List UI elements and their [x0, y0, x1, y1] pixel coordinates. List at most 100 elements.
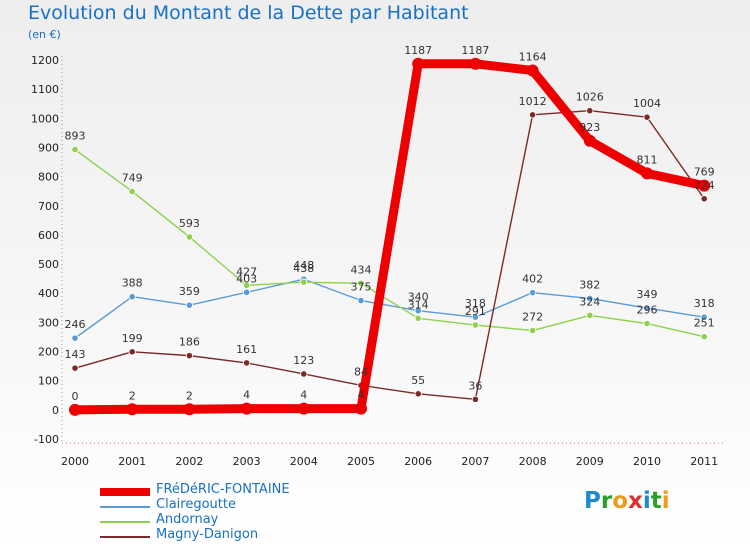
y-tick-label: 1100 [31, 83, 59, 96]
data-label: 251 [694, 317, 715, 330]
x-tick-label: 2009 [576, 455, 604, 468]
data-point [240, 402, 253, 415]
legend-label: FRéDéRIC-FONTAINE [156, 482, 290, 497]
data-label: 84 [354, 365, 368, 378]
y-tick-label: 1200 [31, 54, 59, 67]
data-point [297, 402, 310, 415]
chart-title: Evolution du Montant de la Dette par Hab… [28, 2, 469, 24]
legend-swatch [100, 536, 150, 538]
data-label: 143 [65, 348, 86, 361]
data-point [700, 333, 708, 341]
data-label: 1164 [519, 50, 547, 63]
data-label: 4 [358, 389, 365, 402]
series-line [74, 278, 705, 339]
data-label: 318 [465, 297, 486, 310]
data-label: 769 [694, 166, 715, 179]
data-label: 448 [293, 259, 314, 272]
data-label: 246 [65, 318, 86, 331]
x-tick-label: 2005 [347, 455, 375, 468]
x-tick-label: 2000 [61, 455, 89, 468]
data-label: 438 [293, 262, 314, 275]
data-label: 314 [408, 298, 429, 311]
data-point [355, 402, 367, 415]
data-point [700, 195, 708, 203]
data-label: 349 [637, 288, 658, 301]
data-point [414, 390, 422, 398]
data-label: 1187 [404, 44, 432, 57]
data-point [126, 403, 139, 416]
data-label: 4 [243, 389, 250, 402]
data-point [300, 278, 308, 286]
data-label: 340 [408, 291, 429, 304]
y-tick-label: 600 [38, 229, 59, 242]
data-label: 403 [236, 272, 257, 285]
data-point [183, 403, 196, 416]
y-tick-label: 700 [38, 200, 59, 213]
data-point [243, 359, 251, 367]
y-tick-label: 400 [38, 287, 59, 300]
y-tick-label: 300 [38, 316, 59, 329]
data-point [71, 364, 79, 372]
brand-letter: o [612, 488, 629, 514]
legend-label: Magny-Danigon [156, 527, 259, 542]
x-tick-label: 2007 [461, 455, 489, 468]
data-point [185, 301, 193, 309]
data-point [641, 167, 653, 180]
data-point [300, 370, 308, 378]
data-point [414, 307, 422, 315]
y-tick-label: 0 [52, 404, 59, 417]
data-label: 2 [186, 389, 193, 402]
data-point [698, 179, 711, 192]
data-point [643, 304, 651, 312]
x-tick-label: 2002 [175, 455, 203, 468]
x-tick-label: 2003 [233, 455, 261, 468]
legend-swatch [100, 488, 150, 496]
legend-swatch [100, 506, 150, 508]
brand-logo: Proxiti [584, 488, 670, 514]
data-point [243, 281, 251, 289]
data-point [528, 111, 537, 119]
data-label: 55 [411, 374, 425, 387]
data-label: 272 [522, 311, 543, 324]
data-point [185, 352, 193, 360]
y-tick-label: 100 [38, 375, 59, 388]
data-point [71, 145, 79, 154]
data-label: 123 [293, 354, 314, 367]
data-label: 1004 [633, 97, 661, 110]
data-point [185, 233, 193, 241]
brand-letter: i [642, 488, 651, 514]
data-label: 375 [351, 281, 372, 294]
data-label: 318 [694, 297, 715, 310]
data-label: 1012 [519, 95, 547, 108]
data-label: 893 [65, 130, 86, 143]
data-point [69, 403, 81, 416]
data-label: 2 [129, 389, 136, 402]
data-point [471, 313, 479, 321]
y-tick-label: 500 [38, 258, 59, 271]
data-point [586, 294, 594, 303]
data-label: 36 [468, 379, 482, 392]
series-line [74, 110, 705, 401]
brand-letter: x [628, 488, 643, 514]
legend-label: Andornay [156, 512, 219, 527]
chart-subtitle: (en €) [28, 28, 61, 41]
data-label: 402 [522, 273, 543, 286]
data-label: 296 [637, 304, 658, 317]
data-point [243, 288, 251, 296]
data-point [526, 64, 539, 77]
brand-letter: i [661, 488, 670, 514]
data-label: 359 [179, 285, 200, 298]
data-label: 186 [179, 336, 200, 349]
data-point [586, 107, 594, 115]
data-point [357, 296, 365, 305]
brand-letter: P [584, 488, 601, 514]
data-point [586, 311, 594, 319]
legend-label: Clairegoutte [156, 497, 236, 512]
data-label: 923 [579, 121, 600, 134]
data-label: 388 [122, 277, 143, 290]
y-tick-label: 800 [38, 171, 59, 184]
data-point [414, 314, 422, 322]
legend-swatch [100, 521, 150, 523]
data-point [412, 57, 425, 70]
